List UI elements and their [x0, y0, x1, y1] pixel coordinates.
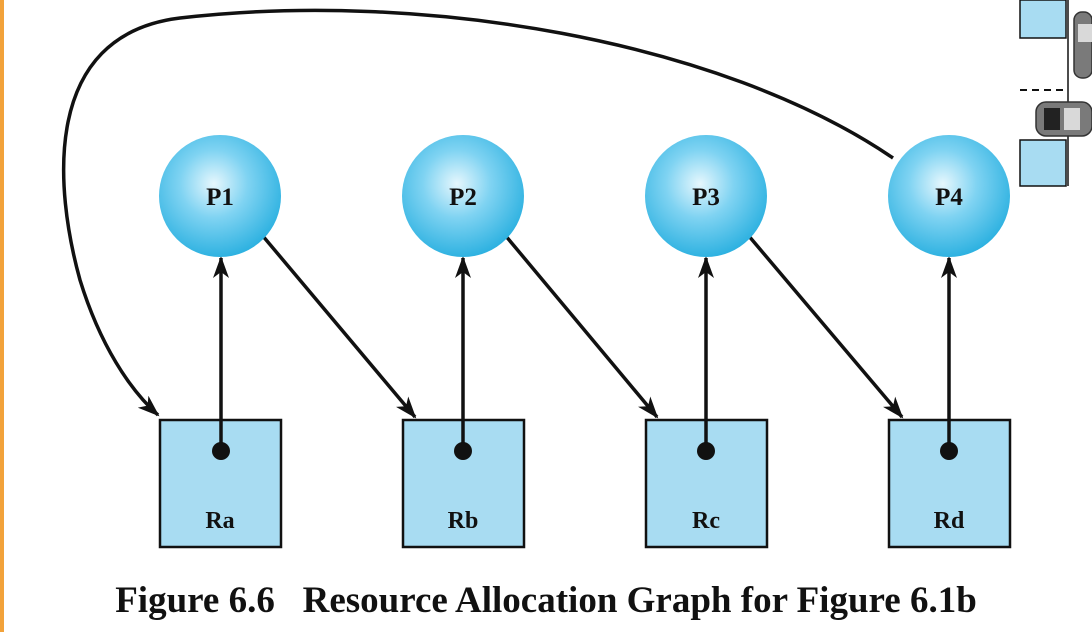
resource-rb-label: Rb — [448, 508, 479, 534]
resource-rc: Rc — [644, 418, 769, 549]
resource-ra-instance-dot — [212, 442, 230, 460]
process-p1-label: P1 — [206, 184, 234, 211]
edge-p3-to-rd — [746, 233, 904, 419]
resource-rd-instance-dot — [940, 442, 958, 460]
car-icon — [1035, 101, 1092, 137]
intersection-inset-illustration — [1019, 0, 1092, 187]
figure-caption: Figure 6.6 Resource Allocation Graph for… — [0, 579, 1092, 622]
process-p1: P1 — [159, 135, 281, 257]
car-icon — [1073, 11, 1092, 79]
process-p2-label: P2 — [449, 184, 477, 211]
process-p2: P2 — [402, 135, 524, 257]
figure-title: Resource Allocation Graph for Figure 6.1… — [302, 580, 977, 621]
resource-rc-label: Rc — [692, 508, 720, 534]
left-edge-strip — [0, 0, 4, 632]
resource-rc-instance-dot — [697, 442, 715, 460]
edge-p1-to-rb — [260, 233, 417, 419]
process-p3-label: P3 — [692, 184, 720, 211]
resource-rb-instance-dot — [454, 442, 472, 460]
edge-p4-to-ra — [61, 8, 894, 417]
process-p4-label: P4 — [935, 184, 963, 211]
edge-p2-to-rc — [503, 233, 659, 419]
figure-number: Figure 6.6 — [115, 580, 275, 621]
process-p4: P4 — [888, 135, 1010, 257]
process-p3: P3 — [645, 135, 767, 257]
resource-rd-label: Rd — [934, 508, 965, 534]
resource-ra-label: Ra — [205, 508, 234, 534]
